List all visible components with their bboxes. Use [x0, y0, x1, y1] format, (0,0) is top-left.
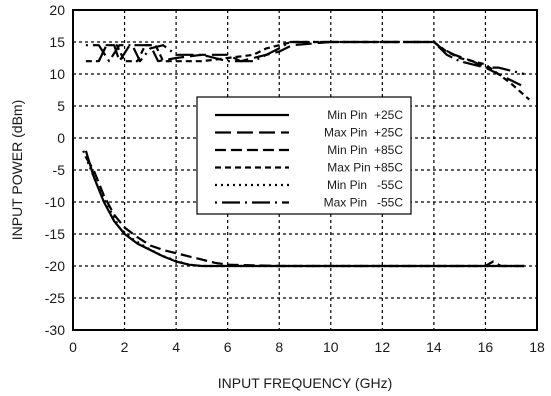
legend-label-5: Min Pin -55C [327, 178, 403, 192]
y-tick-label: 5 [57, 98, 65, 114]
x-tick-label: 12 [375, 339, 391, 355]
y-tick-labels: -30 -25 -20 -15 -10 -5 0 5 10 15 20 [45, 2, 65, 338]
legend-label-6: Max Pin -55C [324, 196, 404, 210]
y-tick-label: -20 [45, 258, 65, 274]
x-axis-title: INPUT FREQUENCY (GHz) [218, 375, 393, 391]
y-tick-label: -25 [45, 290, 65, 306]
y-tick-label: 15 [49, 34, 65, 50]
x-tick-label: 16 [478, 339, 494, 355]
y-tick-label: 10 [49, 66, 65, 82]
plot-frame [72, 9, 538, 331]
x-tick-label: 0 [69, 339, 77, 355]
legend-label-4: Max Pin +85C [327, 161, 403, 175]
series-line-6 [85, 40, 525, 76]
y-tick-label: -15 [45, 226, 65, 242]
x-tick-label: 2 [121, 339, 129, 355]
x-tick-label: 14 [426, 339, 442, 355]
legend: Min Pin +25C Max Pin +25C Min Pin +85C Max … [196, 96, 412, 215]
legend-label-3: Min Pin +85C [327, 143, 403, 157]
x-tick-label: 4 [172, 339, 180, 355]
x-tick-label: 18 [529, 339, 545, 355]
x-tick-label: 10 [323, 339, 339, 355]
y-tick-label: -10 [45, 194, 65, 210]
y-tick-label: 20 [49, 2, 65, 18]
x-tick-labels: 0 2 4 6 8 10 12 14 16 18 [69, 339, 545, 355]
legend-box [196, 96, 412, 215]
series-layer [82, 40, 531, 268]
y-tick-label: -5 [53, 162, 66, 178]
series-line-5 [82, 150, 525, 268]
y-tick-label: 0 [57, 130, 65, 146]
y-tick-label: -30 [45, 322, 65, 338]
legend-label-2: Max Pin +25C [324, 126, 403, 140]
x-tick-label: 8 [275, 339, 283, 355]
series-line-4 [85, 40, 531, 101]
y-axis-title: INPUT POWER (dBm) [9, 100, 25, 241]
legend-label-1: Min Pin +25C [327, 108, 403, 122]
x-tick-label: 6 [224, 339, 232, 355]
